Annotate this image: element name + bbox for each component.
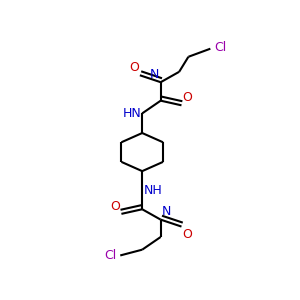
Text: Cl: Cl xyxy=(104,249,117,262)
Text: N: N xyxy=(162,206,171,218)
Text: O: O xyxy=(183,228,193,241)
Text: O: O xyxy=(129,61,139,74)
Text: Cl: Cl xyxy=(214,41,226,54)
Text: N: N xyxy=(150,68,160,81)
Text: O: O xyxy=(183,91,193,104)
Text: HN: HN xyxy=(122,107,141,120)
Text: O: O xyxy=(110,200,120,213)
Text: NH: NH xyxy=(143,184,162,197)
